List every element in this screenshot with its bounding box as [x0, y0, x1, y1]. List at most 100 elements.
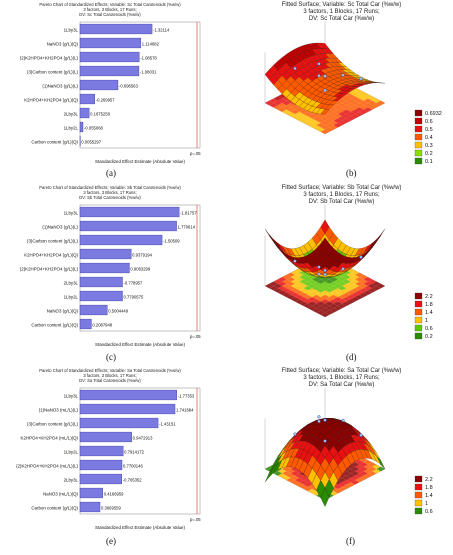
- surface-chart-f: Fitted Surface; Variable: Sa Total Car (…: [230, 366, 453, 550]
- legend-label: 0.1: [425, 159, 433, 165]
- legend-swatch: [415, 500, 422, 506]
- chart-title-line: DV: Sb Total Carotenoids (%w/w): [0, 195, 220, 200]
- panel-label-d: (d): [346, 352, 357, 362]
- pareto-chart-a: Pareto Chart of Standardized Effects; Va…: [0, 0, 220, 180]
- legend-label: 0.6932: [425, 111, 442, 117]
- observation-point: [360, 256, 363, 259]
- legend-label: 0.4: [425, 135, 433, 141]
- observation-point: [324, 89, 327, 92]
- bar-value-label: 1.741684: [176, 407, 194, 412]
- legend-label: 1.4: [425, 310, 433, 316]
- chart-title-line: DV: Sa Total Carotenoids (%w/w): [0, 378, 220, 383]
- category-label: (1)NaNO3 (g/L)(L): [42, 224, 78, 229]
- panel-label-b: (b): [346, 168, 357, 178]
- chart-title-line: Fitted Surface; Variable: Sb Total Car (…: [230, 185, 453, 192]
- bar-value-label: -1.08578: [140, 55, 157, 60]
- bar-value-label: -1.32114: [153, 27, 170, 32]
- panel-label-a: (a): [106, 168, 116, 178]
- observation-point: [318, 266, 321, 269]
- bar-value-label: 0.2087948: [92, 322, 112, 327]
- category-label: 1Lby3L: [64, 27, 79, 32]
- bar: [80, 66, 139, 76]
- bar: [80, 38, 141, 48]
- bar: [80, 460, 122, 470]
- legend-swatch: [415, 158, 422, 164]
- x-axis-label: Standardized Effect Estimate (Absolute V…: [95, 159, 185, 164]
- bar-value-label: -0.269957: [96, 97, 116, 102]
- category-label: 1Lby3L: [64, 393, 79, 398]
- x-axis-label: Standardized Effect Estimate (Absolute V…: [95, 525, 185, 530]
- bar: [80, 305, 107, 315]
- bar: [80, 221, 177, 231]
- legend-label: 0.6: [425, 326, 433, 332]
- panel-label-e: (e): [106, 536, 116, 546]
- chart-title-line: 3 factors, 1 Blocks, 17 Runs;: [230, 375, 453, 382]
- legend-label: 1.8: [425, 485, 433, 491]
- observation-point: [342, 267, 345, 270]
- bar-value-label: 0.7790575: [123, 294, 143, 299]
- category-label: NaNO3 (g/L)(Q): [47, 41, 79, 46]
- surface-cell: [269, 235, 278, 247]
- category-label: (1)NaNO3 (g/L)(L): [42, 83, 78, 88]
- category-label: 1Lby2L: [64, 294, 79, 299]
- surface-chart-b: Fitted Surface; Variable: Sc Total Car (…: [230, 0, 453, 180]
- legend-label: 0.5: [425, 127, 433, 133]
- bar-value-label: 0.9379194: [132, 252, 152, 257]
- legend-label: 0.2: [425, 151, 433, 157]
- surface-cell: [372, 235, 381, 247]
- observation-point: [324, 440, 327, 443]
- legend-label: 0.2: [425, 334, 433, 340]
- observation-point: [294, 260, 297, 263]
- bar: [80, 263, 129, 273]
- observation-point: [318, 420, 321, 423]
- category-label: (3)Carbon content (g/L)(L): [27, 69, 79, 74]
- surface-cell: [274, 239, 283, 250]
- legend-swatch: [415, 134, 422, 140]
- legend-label: 0.3: [425, 143, 433, 149]
- legend-swatch: [415, 508, 422, 514]
- chart-title-line: 3 factors, 1 Blocks, 17 Runs;: [230, 192, 453, 199]
- bar: [80, 404, 175, 414]
- category-label: K2HPO4+KH2PO4 (mL/L)(Q): [21, 435, 79, 440]
- observation-point: [342, 419, 345, 422]
- bar: [80, 80, 118, 90]
- legend-swatch: [415, 484, 422, 490]
- bar-value-label: 0.1675258: [90, 111, 110, 116]
- bar: [80, 319, 91, 329]
- category-label: (1)NaNO3 (mL/L)(L): [39, 407, 79, 412]
- category-label: 2Lby3L: [64, 280, 79, 285]
- category-label: NaNO3 (mL/L)(Q): [43, 491, 78, 496]
- bar-value-label: 0.7700146: [123, 463, 143, 468]
- category-label: 1Lby2L: [64, 449, 79, 454]
- bar-value-label: 0.9472913: [133, 435, 153, 440]
- bar-value-label: 0.5004449: [108, 308, 128, 313]
- x-axis-label: Standardized Effect Estimate (Absolute V…: [95, 342, 185, 347]
- bar: [80, 24, 152, 34]
- chart-title-line: Fitted Surface; Variable: Sc Total Car (…: [230, 2, 453, 9]
- bar-value-label: 1.114682: [142, 41, 160, 46]
- pareto-chart-e: Pareto Chart of Standardized Effects; Va…: [0, 366, 220, 546]
- surface-svg: 2.21.81.410.6: [230, 366, 453, 550]
- observation-point: [342, 74, 345, 77]
- observation-point: [324, 269, 327, 272]
- bar: [80, 418, 158, 428]
- legend-swatch: [415, 142, 422, 148]
- surface-cell: [368, 239, 377, 250]
- p-value-label: p=.05: [190, 517, 201, 522]
- pareto-chart-c: Pareto Chart of Standardized Effects; Va…: [0, 183, 220, 363]
- chart-title-line: DV: Sc Total Carotenoids (%w/w): [0, 12, 220, 17]
- observation-point: [294, 67, 297, 70]
- legend-swatch: [415, 126, 422, 132]
- observation-point: [318, 74, 321, 77]
- bar: [80, 207, 179, 217]
- bar: [80, 122, 83, 132]
- legend-label: 1: [425, 318, 428, 324]
- category-label: 2Lby3L: [64, 477, 79, 482]
- legend-swatch: [415, 317, 422, 323]
- observation-point: [324, 75, 327, 78]
- legend-label: 2.2: [425, 294, 433, 300]
- category-label: 1Lby2L: [64, 125, 79, 130]
- legend-swatch: [415, 309, 422, 315]
